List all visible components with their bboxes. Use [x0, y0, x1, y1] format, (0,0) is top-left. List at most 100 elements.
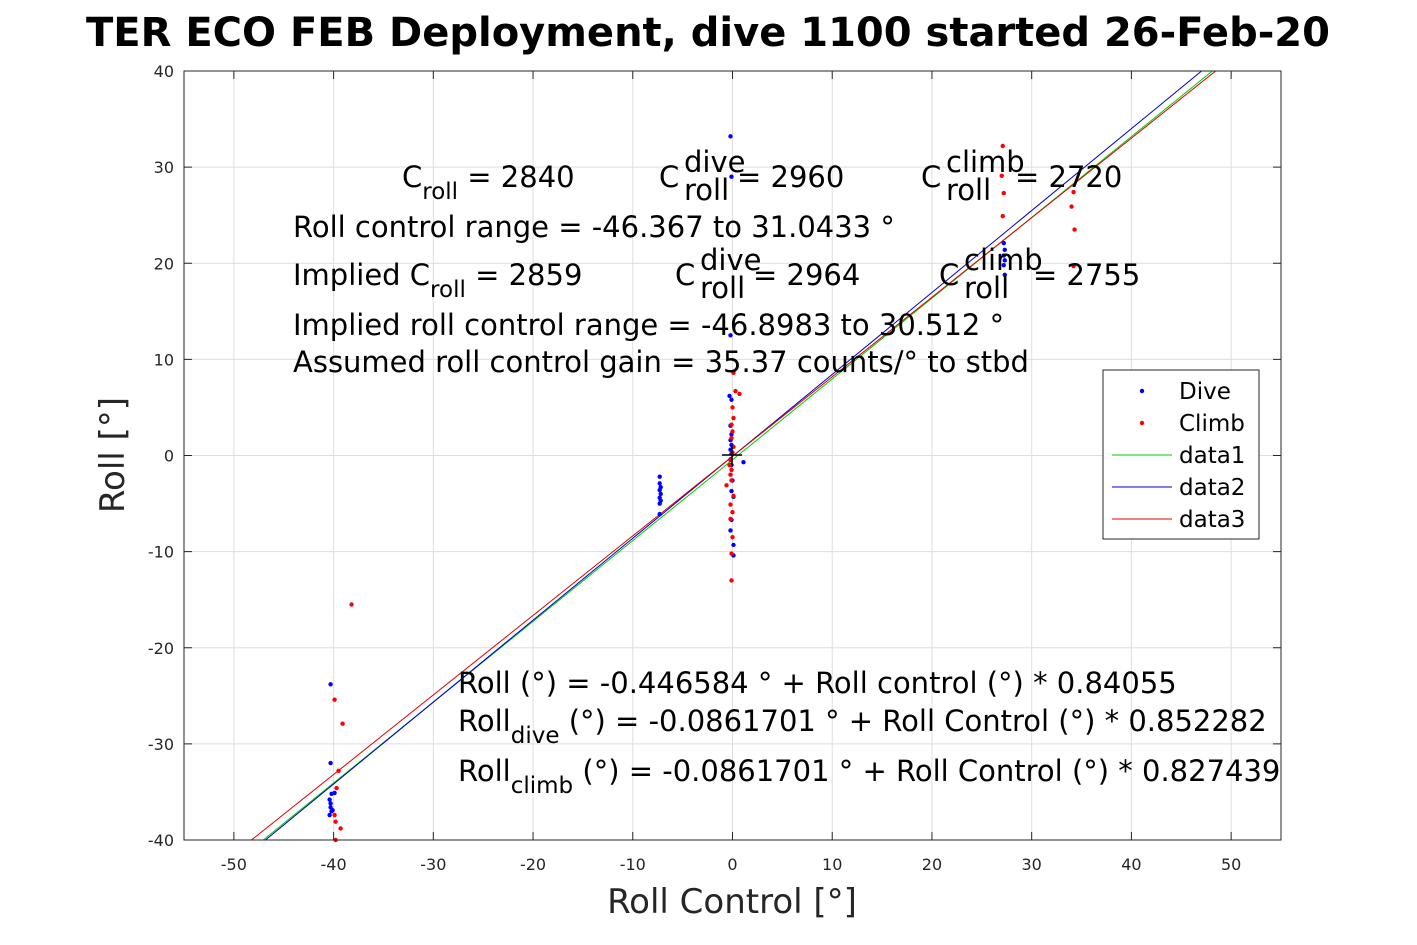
- annotation-implied-c-climb-sub: roll: [964, 271, 1009, 305]
- y-tick-label: -40: [148, 831, 174, 850]
- climb-point: [729, 422, 734, 427]
- x-tick-label: -20: [520, 855, 546, 874]
- climb-point: [334, 785, 339, 791]
- climb-point: [731, 493, 736, 499]
- x-tick-label: -40: [321, 855, 347, 874]
- dive-point: [1001, 240, 1006, 246]
- annotation-c-roll-climb-sup: climb: [946, 145, 1025, 179]
- climb-point: [729, 578, 734, 583]
- climb-point: [1001, 190, 1006, 196]
- y-tick-label: 40: [154, 62, 174, 81]
- chart-title: TER ECO FEB Deployment, dive 1100 starte…: [86, 10, 1330, 56]
- dive-point: [657, 481, 662, 486]
- climb-point: [728, 502, 733, 507]
- annotation-c-roll-climb: C: [921, 160, 941, 194]
- axis-ticks: -50 -40 -30 -20 -10 0 10 20 30 40 50 -40 -30 -20 -10 0 1…: [148, 62, 1281, 874]
- y-tick-label: 20: [154, 254, 174, 273]
- annotation-implied-c-dive: C: [675, 258, 695, 292]
- annotation-gain: Assumed roll control gain = 35.37 counts…: [293, 345, 1029, 379]
- climb-point: [729, 467, 734, 473]
- climb-point: [737, 391, 742, 397]
- x-tick-label: -30: [420, 855, 446, 874]
- x-tick-label: 20: [922, 855, 942, 874]
- legend-label-data2: data2: [1179, 475, 1245, 501]
- climb-point: [1072, 227, 1077, 232]
- legend-label-climb: Climb: [1179, 411, 1245, 437]
- legend-marker-climb: [1139, 420, 1145, 426]
- annotation-c-roll-dive: C: [659, 160, 679, 194]
- climb-point: [1000, 213, 1005, 219]
- climb-point: [332, 812, 337, 818]
- annotation-implied-c-dive-value: = 2964: [753, 258, 860, 292]
- climb-point: [724, 483, 729, 488]
- dive-point: [328, 682, 333, 687]
- climb-point: [728, 472, 733, 477]
- dive-point: [1002, 258, 1007, 263]
- climb-point: [730, 405, 735, 410]
- climb-point: [336, 768, 341, 773]
- dive-point: [657, 487, 662, 493]
- x-axis-label: Roll Control [°]: [607, 882, 857, 922]
- annotation-implied-c-climb-value: = 2755: [1033, 258, 1140, 292]
- dive-point: [327, 812, 332, 818]
- climb-point: [729, 478, 734, 483]
- annotation-implied-range: Implied roll control range = -46.8983 to…: [293, 308, 1004, 342]
- y-tick-label: 30: [154, 158, 174, 177]
- climb-point: [333, 819, 338, 824]
- y-axis-label: Roll [°]: [93, 397, 133, 513]
- dive-point: [657, 501, 662, 506]
- legend-label-data1: data1: [1179, 443, 1245, 469]
- climb-point: [730, 535, 735, 540]
- dive-point: [1001, 262, 1006, 268]
- origin-crosshair: [722, 445, 742, 465]
- climb-point: [730, 429, 735, 434]
- y-tick-label: -10: [148, 543, 174, 562]
- annotation-fit-dive: Rolldive (°) = -0.0861701 ° + Roll Contr…: [458, 704, 1267, 749]
- dive-point: [1002, 272, 1007, 277]
- annotation-fit-climb: Rollclimb (°) = -0.0861701 ° + Roll Cont…: [458, 754, 1280, 799]
- dive-point: [328, 801, 333, 806]
- climb-point: [729, 551, 734, 556]
- climb-point: [338, 826, 343, 831]
- legend-label-data3: data3: [1179, 507, 1245, 533]
- dive-point: [657, 511, 662, 517]
- annotation-c-roll: Croll = 2840: [402, 160, 575, 205]
- climb-point: [728, 516, 733, 522]
- dive-point: [729, 174, 734, 179]
- climb-point: [731, 415, 736, 421]
- dive-point: [728, 134, 733, 139]
- climb-point: [727, 462, 732, 468]
- annotation-fit-all: Roll (°) = -0.446584 ° + Roll control (°…: [458, 666, 1177, 700]
- x-tick-label: 10: [822, 855, 842, 874]
- y-tick-label: -20: [148, 639, 174, 658]
- climb-point: [999, 173, 1004, 178]
- annotation-c-roll-dive-value: = 2960: [737, 160, 844, 194]
- dive-point: [741, 460, 746, 465]
- legend-marker-dive: [1139, 388, 1145, 394]
- annotation-implied-c-climb: C: [939, 258, 959, 292]
- climb-point: [1071, 189, 1076, 195]
- x-tick-label: 30: [1022, 855, 1042, 874]
- annotation-implied-c-climb-sup: climb: [964, 243, 1043, 277]
- climb-point: [349, 602, 354, 607]
- y-tick-label: 0: [164, 447, 174, 466]
- climb-point: [1071, 263, 1076, 269]
- climb-point: [729, 435, 734, 441]
- dive-point: [1001, 253, 1006, 258]
- x-tick-label: -50: [221, 855, 247, 874]
- dive-point: [727, 393, 732, 399]
- dive-point: [330, 808, 335, 813]
- legend: Dive Climb data1 data2 data3: [1102, 369, 1260, 540]
- dive-point: [1002, 247, 1007, 252]
- climb-point: [1069, 204, 1074, 209]
- dive-point: [728, 333, 733, 338]
- dive-point: [328, 760, 333, 766]
- x-tick-label: 50: [1221, 855, 1241, 874]
- annotation-implied-c-dive-sup: dive: [700, 243, 761, 277]
- legend-label-dive: Dive: [1179, 379, 1231, 405]
- annotation-block-top: Croll = 2840 C dive roll = 2960 C climb …: [293, 145, 1140, 379]
- dive-point: [728, 528, 733, 533]
- dive-point: [332, 790, 337, 796]
- climb-point: [730, 510, 735, 515]
